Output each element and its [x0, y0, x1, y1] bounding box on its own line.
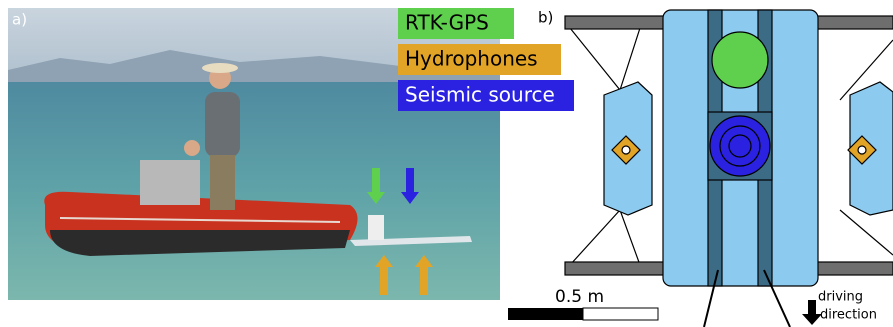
legend-label: Hydrophones — [405, 47, 538, 71]
panel-label: a) — [12, 11, 27, 29]
scale-bar — [508, 308, 583, 320]
figure: a) RTK-GPS Hydrophones Seismic source b)… — [0, 0, 893, 327]
diagram — [565, 10, 893, 327]
legend-label: Seismic source — [405, 83, 555, 107]
scale-label: 0.5 m — [555, 287, 604, 307]
direction-label: driving — [818, 290, 863, 305]
panel-label: b) — [538, 9, 553, 27]
direction-label: direction — [820, 308, 877, 323]
scale-bar — [583, 308, 658, 320]
page: {"panel_a": {"label": "a)", "legend": ["… — [0, 0, 893, 327]
legend-label: RTK-GPS — [405, 11, 489, 35]
